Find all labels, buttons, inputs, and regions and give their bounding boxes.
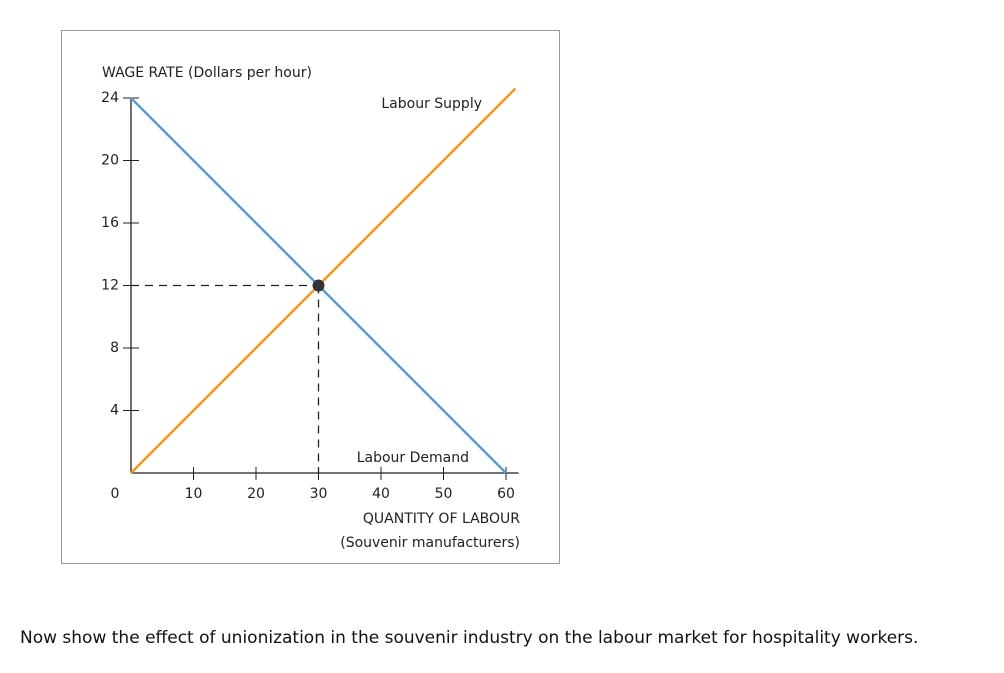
x-tick-label: 60 [497, 486, 515, 502]
y-tick-label: 24 [101, 90, 119, 106]
series-label: Labour Demand [357, 450, 469, 466]
x-tick-label: 10 [185, 486, 203, 502]
y-tick-label: 16 [101, 215, 119, 231]
chart-frame [61, 30, 560, 564]
x-tick-label: 0 [111, 486, 120, 502]
line [130, 87, 517, 474]
x-axis-label: QUANTITY OF LABOUR [363, 511, 520, 527]
x-tick-label: 40 [372, 486, 390, 502]
y-tick-label: 4 [110, 403, 119, 419]
y-tick-label: 20 [101, 153, 119, 169]
y-axis-label: WAGE RATE (Dollars per hour) [102, 65, 312, 81]
x-axis-label: (Souvenir manufacturers) [340, 535, 520, 551]
series-label: Labour Supply [381, 96, 482, 112]
x-tick-label: 20 [247, 486, 265, 502]
question-text: Now show the effect of unionization in t… [20, 628, 919, 648]
y-tick-label: 8 [110, 340, 119, 356]
chart: WAGE RATE (Dollars per hour) QUANTITY OF… [61, 30, 560, 564]
y-tick-label: 12 [101, 278, 119, 294]
equilibrium-point [312, 279, 325, 292]
x-tick-label: 50 [435, 486, 453, 502]
x-tick-label: 30 [310, 486, 328, 502]
